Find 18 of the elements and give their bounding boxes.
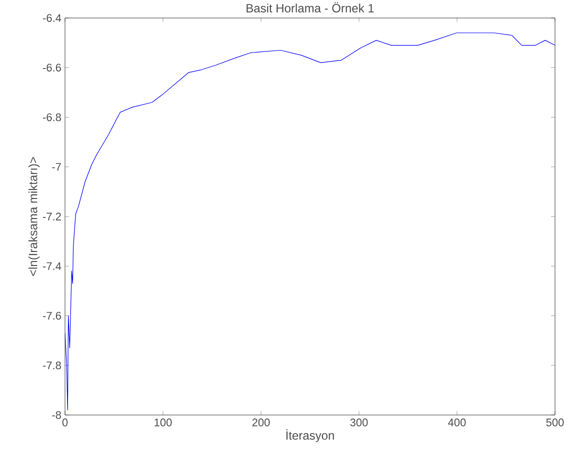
y-tick-label: -6.8 bbox=[43, 113, 61, 122]
x-tick-label: 300 bbox=[350, 418, 368, 426]
x-tick-label: 400 bbox=[448, 418, 466, 426]
y-tick-label: -6.6 bbox=[43, 64, 61, 72]
y-tick-label: -6.4 bbox=[43, 14, 62, 22]
x-tick-label: 500 bbox=[546, 418, 564, 426]
y-tick-label: -7.4 bbox=[43, 262, 62, 270]
y-tick-label: -7 bbox=[52, 163, 61, 171]
x-tick-label: 200 bbox=[252, 418, 270, 426]
y-tick-label: -7.8 bbox=[43, 361, 61, 370]
y-tick-label: -8 bbox=[52, 411, 61, 419]
x-axis-title: İterasyon bbox=[286, 429, 334, 442]
y-tick-label: -7.2 bbox=[43, 212, 61, 220]
chart-title: Basit Horlama - Örnek 1 bbox=[246, 2, 374, 12]
y-tick-label: -7.6 bbox=[43, 312, 61, 320]
y-axis-title: <ln(Iraksama miktarı)> bbox=[28, 157, 40, 276]
x-tick-label: 100 bbox=[154, 418, 172, 426]
x-tick-label: 0 bbox=[62, 418, 68, 426]
